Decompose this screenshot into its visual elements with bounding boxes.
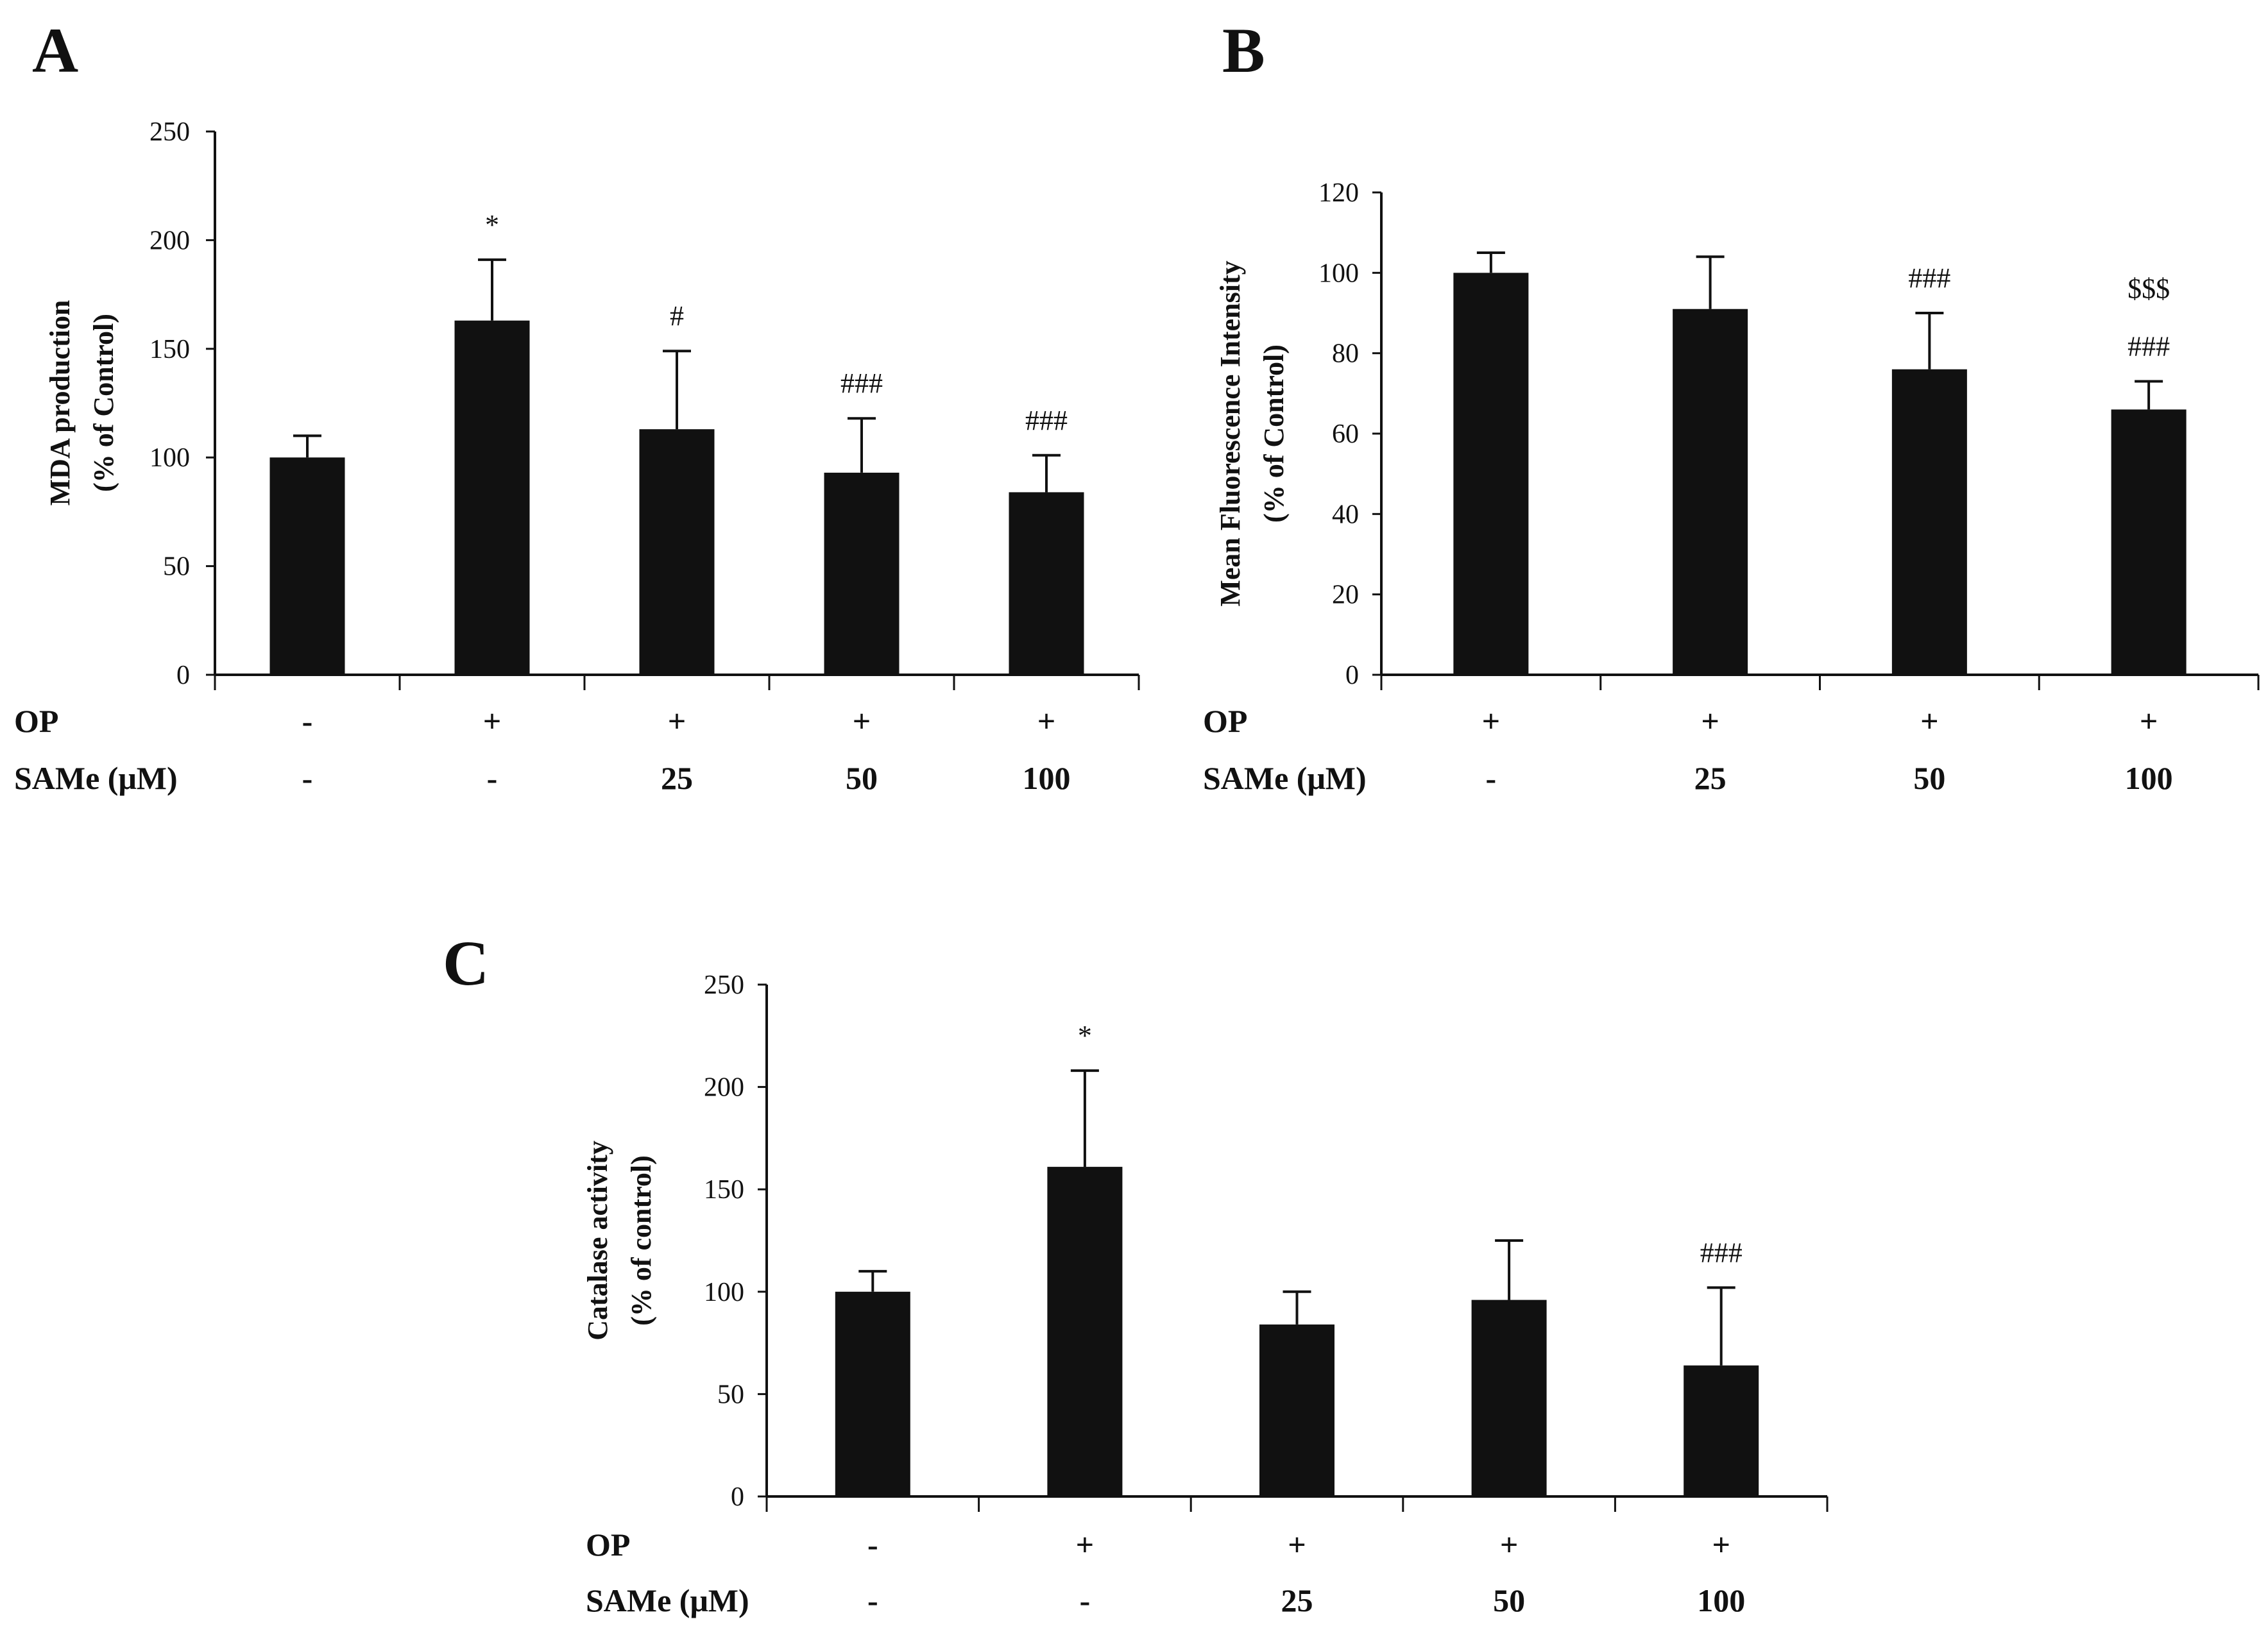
significance-label: ### [1700,1237,1743,1268]
bar [269,457,345,675]
y-axis-label: (% of Control) [1258,344,1290,523]
condition-value: 25 [1281,1582,1313,1618]
significance-label: ### [2127,331,2170,362]
bar [1684,1365,1759,1496]
y-tick-label: 250 [149,117,190,147]
panel-letter: C [443,928,489,999]
bar [1047,1167,1123,1496]
condition-value: 25 [661,760,693,796]
bar [1673,309,1748,675]
y-tick-label: 150 [149,335,190,364]
condition-value: 50 [846,760,878,796]
significance-label: ### [1025,405,1068,436]
panel-letter: A [32,15,78,86]
chart-panel-c: C 0 50 100 150 200 250 Catalase activity (% of c… [443,928,1829,1618]
y-tick-label: 20 [1332,580,1359,610]
bar [1453,273,1529,675]
condition-value: - [302,760,313,796]
condition-value: + [1920,703,1939,739]
condition-value: 25 [1694,760,1727,796]
y-tick-label: 60 [1332,419,1359,449]
y-tick-label: 100 [149,443,190,473]
condition-value: + [853,703,871,739]
bar [1009,492,1084,675]
condition-row-label: OP [586,1527,630,1563]
condition-value: - [867,1527,878,1563]
condition-value: + [668,703,686,739]
condition-value: + [483,703,502,739]
y-axis-label: (% of Control) [88,314,119,492]
y-tick-label: 0 [1345,661,1359,690]
condition-row-label: SAMe (μM) [14,760,178,796]
significance-label: * [1078,1020,1092,1051]
y-tick-label: 50 [163,552,190,582]
condition-value: + [1288,1527,1306,1563]
bar [824,472,900,675]
condition-value: 100 [1023,760,1071,796]
condition-value: + [1701,703,1719,739]
significance-label: * [485,209,499,241]
condition-value: + [2140,703,2158,739]
condition-row-label: OP [1203,703,1247,739]
condition-value: + [1076,1527,1095,1563]
significance-label: ### [840,368,883,399]
bar [1259,1324,1334,1496]
y-axis-label: (% of control) [626,1155,657,1326]
condition-value: + [1037,703,1056,739]
condition-value: - [302,703,313,739]
y-tick-label: 0 [731,1482,744,1512]
significance-label: ### [1908,262,1950,294]
condition-value: 100 [1697,1582,1745,1618]
y-axis-label: Catalase activity [582,1140,613,1341]
condition-value: - [1080,1582,1091,1618]
panel-letter: B [1222,15,1265,86]
y-tick-label: 50 [717,1380,744,1409]
y-tick-label: 200 [704,1073,744,1103]
chart-panel-a: A 0 50 100 150 200 250 MDA production (% of Cont… [14,15,1140,796]
condition-row-label: OP [14,703,58,739]
y-tick-label: 150 [704,1175,744,1205]
condition-value: - [1486,760,1497,796]
condition-value: 50 [1493,1582,1525,1618]
y-tick-label: 250 [704,970,744,1000]
condition-row-label: SAMe (μM) [1203,760,1367,796]
significance-label: # [670,300,684,332]
significance-label: $$$ [2127,273,2170,305]
chart-panel-b: B 0 20 40 60 80 100 120 Mean Fluorescence Intens… [1203,15,2260,796]
bar [2111,409,2187,675]
bar [639,429,715,675]
bar [835,1291,910,1496]
condition-row-label: SAMe (μM) [586,1582,749,1618]
y-axis-label: MDA production [44,300,76,506]
y-axis-label: Mean Fluorescence Intensity [1215,260,1246,606]
bar [1471,1300,1547,1496]
y-tick-label: 0 [176,661,190,690]
condition-value: - [867,1582,878,1618]
y-tick-label: 40 [1332,500,1359,529]
condition-value: + [1482,703,1501,739]
y-tick-label: 80 [1332,339,1359,369]
y-tick-label: 100 [704,1278,744,1307]
condition-value: + [1500,1527,1519,1563]
bar [454,320,530,675]
condition-value: - [487,760,498,796]
y-tick-label: 200 [149,226,190,255]
condition-value: + [1712,1527,1730,1563]
bar [1891,369,1967,675]
y-tick-label: 100 [1318,258,1359,288]
y-tick-label: 120 [1318,178,1359,208]
condition-value: 100 [2125,760,2173,796]
condition-value: 50 [1913,760,1945,796]
